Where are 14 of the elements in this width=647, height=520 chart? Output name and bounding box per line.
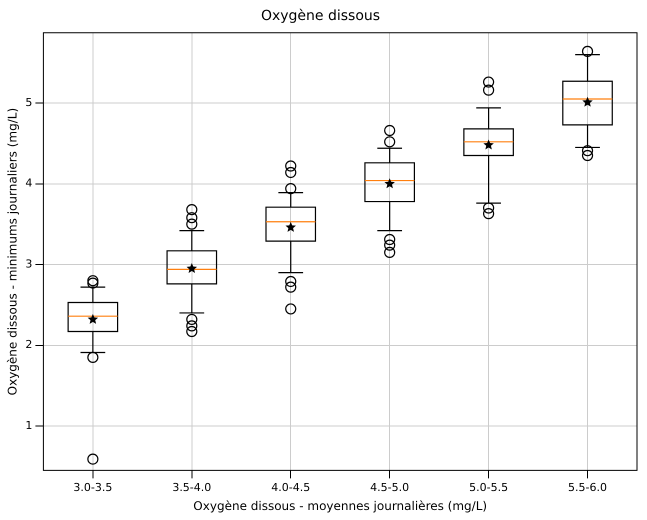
x-tick-label: 5.5-6.0 [568, 480, 608, 494]
y-tick-label: 2 [25, 338, 32, 352]
y-tick-label: 4 [25, 176, 32, 190]
x-tick-label: 4.0-4.5 [271, 480, 310, 494]
y-tick-label: 5 [25, 96, 32, 109]
x-axis-title: Oxygène dissous - moyennes journalières (mg/L) [193, 498, 488, 513]
x-tick-label: 3.5-4.0 [172, 480, 212, 494]
chart-title: Oxygène dissous [260, 8, 380, 24]
y-tick-label: 1 [25, 418, 32, 432]
y-tick-label: 3 [25, 257, 32, 270]
y-axis-title: Oxygène dissous - minimums journaliers (mg/L) [5, 108, 20, 396]
x-tick-label: 3.0-3.5 [73, 480, 112, 494]
x-tick-label: 4.5-5.0 [370, 480, 410, 494]
x-tick-label: 5.0-5.5 [469, 480, 508, 494]
